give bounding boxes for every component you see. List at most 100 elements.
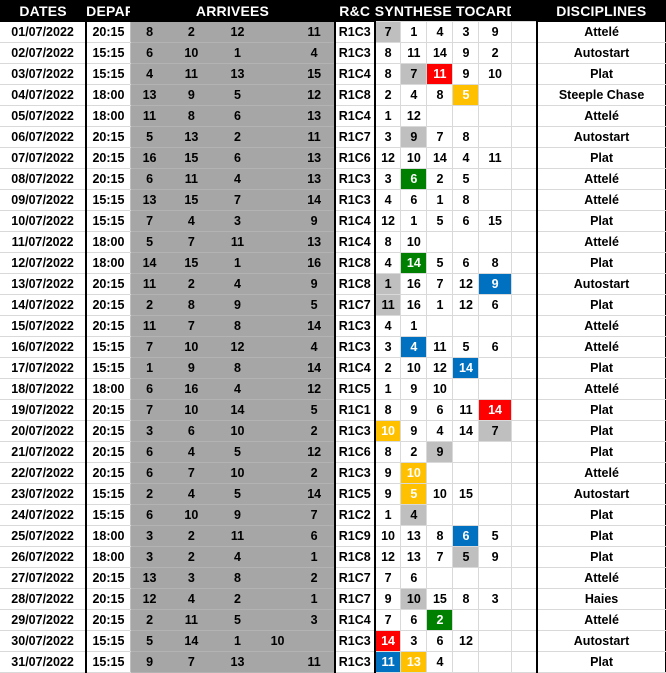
cell-synthese-4: 5	[452, 546, 480, 568]
cell-synthese-1: 10	[374, 420, 402, 442]
table-row[interactable]: 05/07/2022 18:00 11 8 6 13 R1C4 1 12 Attelé	[0, 105, 666, 127]
cell-synthese-4: 6	[452, 210, 480, 232]
cell-discipline: Autostart	[536, 483, 666, 505]
cell-date: 25/07/2022	[0, 525, 88, 547]
cell-synthese-2: 16	[400, 273, 428, 295]
cell-depart: 15:15	[86, 651, 131, 673]
cell-synthese-3: 9	[426, 441, 454, 463]
cell-synthese-2: 6	[400, 168, 428, 190]
cell-arrivee-4	[260, 147, 295, 169]
cell-arrivee-1: 5	[130, 630, 169, 652]
cell-discipline: Attelé	[536, 168, 666, 190]
table-row[interactable]: 31/07/2022 15:15 9 7 13 11 R1C3 11 13 4 Plat	[0, 651, 666, 673]
cell-synthese-1: 11	[374, 294, 402, 316]
cell-arrivee-3: 3	[214, 210, 261, 232]
cell-depart: 20:15	[86, 420, 131, 442]
table-row[interactable]: 23/07/2022 15:15 2 4 5 14 R1C5 9 5 10 15 Autostart	[0, 483, 666, 505]
cell-arrivee-2: 13	[168, 126, 215, 148]
table-row[interactable]: 07/07/2022 20:15 16 15 6 13 R1C6 12 10 14 4 11 Plat	[0, 147, 666, 169]
table-row[interactable]: 24/07/2022 15:15 6 10 9 7 R1C2 1 4 Plat	[0, 504, 666, 526]
cell-synthese-3: 1	[426, 189, 454, 211]
cell-synthese-5	[478, 462, 512, 484]
table-row[interactable]: 20/07/2022 20:15 3 6 10 2 R1C3 10 9 4 14 7 Plat	[0, 420, 666, 442]
cell-synthese-4: 14	[452, 420, 480, 442]
table-row[interactable]: 09/07/2022 15:15 13 15 7 14 R1C3 4 6 1 8 Attelé	[0, 189, 666, 211]
cell-spacer	[510, 462, 538, 484]
table-row[interactable]: 26/07/2022 18:00 3 2 4 1 R1C8 12 13 7 5 9 Plat	[0, 546, 666, 568]
cell-discipline: Attelé	[536, 336, 666, 358]
cell-date: 20/07/2022	[0, 420, 88, 442]
table-row[interactable]: 06/07/2022 20:15 5 13 2 11 R1C7 3 9 7 8 Autostart	[0, 126, 666, 148]
table-row[interactable]: 08/07/2022 20:15 6 11 4 13 R1C3 3 6 2 5 Attelé	[0, 168, 666, 190]
table-row[interactable]: 27/07/2022 20:15 13 3 8 2 R1C7 7 6 Attelé	[0, 567, 666, 589]
cell-synthese-5: 9	[478, 21, 512, 43]
cell-synthese-2: 16	[400, 294, 428, 316]
cell-arrivee-2: 7	[168, 651, 215, 673]
table-row[interactable]: 03/07/2022 15:15 4 11 13 15 R1C4 8 7 11 9 10 Plat	[0, 63, 666, 85]
cell-arrivee-4	[260, 21, 295, 43]
cell-arrivee-4	[260, 168, 295, 190]
cell-synthese-2: 1	[400, 21, 428, 43]
cell-arrivee-5: 13	[294, 105, 336, 127]
cell-synthese-3: 4	[426, 651, 454, 673]
cell-date: 27/07/2022	[0, 567, 88, 589]
cell-arrivee-1: 4	[130, 63, 169, 85]
cell-date: 13/07/2022	[0, 273, 88, 295]
table-row[interactable]: 22/07/2022 20:15 6 7 10 2 R1C3 9 10 Attelé	[0, 462, 666, 484]
table-row[interactable]: 02/07/2022 15:15 6 10 1 4 R1C3 8 11 14 9 2 Autostart	[0, 42, 666, 64]
table-row[interactable]: 28/07/2022 20:15 12 4 2 1 R1C7 9 10 15 8 3 Haies	[0, 588, 666, 610]
cell-discipline: Autostart	[536, 630, 666, 652]
cell-spacer	[510, 315, 538, 337]
table-row[interactable]: 17/07/2022 15:15 1 9 8 14 R1C4 2 10 12 14 Plat	[0, 357, 666, 379]
cell-arrivee-5: 2	[294, 420, 336, 442]
cell-synthese-3: 5	[426, 210, 454, 232]
cell-rc: R1C4	[333, 231, 376, 253]
table-row[interactable]: 30/07/2022 15:15 5 14 1 10 R1C3 14 3 6 12 Autostart	[0, 630, 666, 652]
cell-synthese-1: 9	[374, 588, 402, 610]
table-row[interactable]: 16/07/2022 15:15 7 10 12 4 R1C3 3 4 11 5 6 Attelé	[0, 336, 666, 358]
cell-discipline: Autostart	[536, 42, 666, 64]
cell-arrivee-4	[260, 294, 295, 316]
cell-arrivee-5: 3	[294, 609, 336, 631]
cell-depart: 20:15	[86, 462, 131, 484]
cell-arrivee-3: 4	[214, 546, 261, 568]
table-row[interactable]: 10/07/2022 15:15 7 4 3 9 R1C4 12 1 5 6 15 Plat	[0, 210, 666, 232]
cell-depart: 20:15	[86, 588, 131, 610]
cell-synthese-5: 8	[478, 252, 512, 274]
cell-synthese-2: 2	[400, 441, 428, 463]
table-row[interactable]: 11/07/2022 18:00 5 7 11 13 R1C4 8 10 Attelé	[0, 231, 666, 253]
table-row[interactable]: 12/07/2022 18:00 14 15 1 16 R1C8 4 14 5 6 8 Plat	[0, 252, 666, 274]
cell-arrivee-1: 7	[130, 399, 169, 421]
cell-depart: 20:15	[86, 126, 131, 148]
table-row[interactable]: 18/07/2022 18:00 6 16 4 12 R1C5 1 9 10 Attelé	[0, 378, 666, 400]
table-row[interactable]: 29/07/2022 20:15 2 11 5 3 R1C4 7 6 2 Attelé	[0, 609, 666, 631]
cell-arrivee-2: 4	[168, 588, 215, 610]
cell-depart: 15:15	[86, 630, 131, 652]
table-row[interactable]: 21/07/2022 20:15 6 4 5 12 R1C6 8 2 9 Plat	[0, 441, 666, 463]
cell-synthese-1: 8	[374, 399, 402, 421]
cell-spacer	[510, 609, 538, 631]
cell-synthese-1: 1	[374, 105, 402, 127]
cell-discipline: Plat	[536, 441, 666, 463]
cell-synthese-2: 4	[400, 504, 428, 526]
table-row[interactable]: 15/07/2022 20:15 11 7 8 14 R1C3 4 1 Attelé	[0, 315, 666, 337]
table-row[interactable]: 25/07/2022 18:00 3 2 11 6 R1C9 10 13 8 6 5 Plat	[0, 525, 666, 547]
cell-date: 11/07/2022	[0, 231, 88, 253]
cell-arrivee-2: 15	[168, 147, 215, 169]
cell-date: 22/07/2022	[0, 462, 88, 484]
table-row[interactable]: 01/07/2022 20:15 8 2 12 11 R1C3 7 1 4 3 9 Attelé	[0, 21, 666, 43]
cell-arrivee-2: 3	[168, 567, 215, 589]
cell-arrivee-5: 9	[294, 273, 336, 295]
table-row[interactable]: 19/07/2022 20:15 7 10 14 5 R1C1 8 9 6 11 14 Plat	[0, 399, 666, 421]
table-row[interactable]: 14/07/2022 20:15 2 8 9 5 R1C7 11 16 1 12 6 Plat	[0, 294, 666, 316]
cell-spacer	[510, 525, 538, 547]
table-row[interactable]: 04/07/2022 18:00 13 9 5 12 R1C8 2 4 8 5 Steeple Cha…	[0, 84, 666, 106]
cell-depart: 18:00	[86, 525, 131, 547]
cell-arrivee-2: 15	[168, 252, 215, 274]
cell-synthese-4: 8	[452, 588, 480, 610]
cell-arrivee-3: 8	[214, 567, 261, 589]
cell-synthese-5	[478, 126, 512, 148]
table-row[interactable]: 13/07/2022 20:15 11 2 4 9 R1C8 1 16 7 12 9 Autostart	[0, 273, 666, 295]
cell-discipline: Plat	[536, 357, 666, 379]
